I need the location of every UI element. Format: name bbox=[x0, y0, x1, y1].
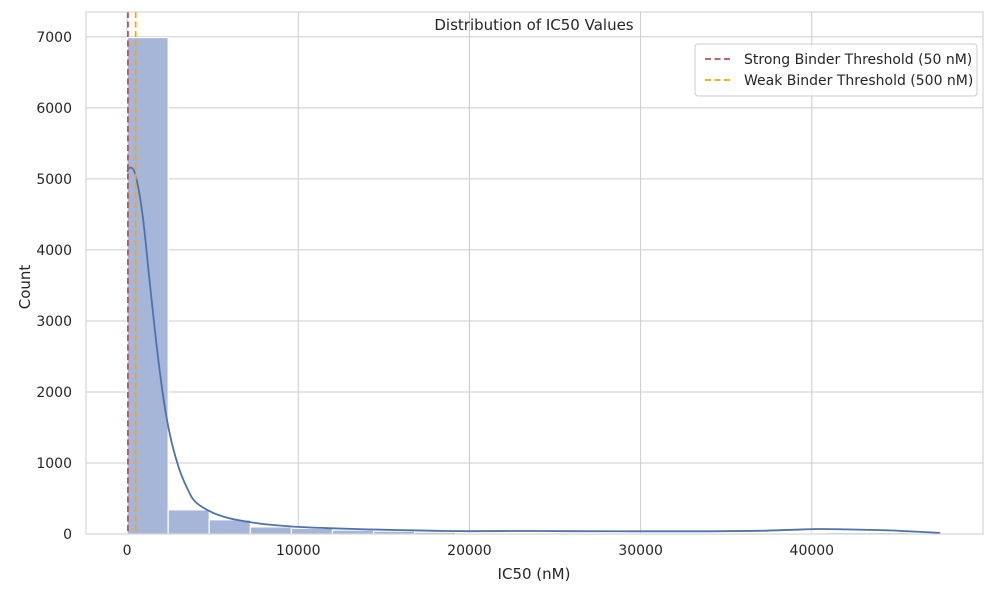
histogram-bar bbox=[290, 527, 334, 535]
y-tick-label: 2000 bbox=[36, 385, 72, 401]
threshold-layer bbox=[127, 12, 137, 534]
y-tick-label: 7000 bbox=[36, 30, 72, 46]
y-tick-label: 5000 bbox=[36, 172, 72, 188]
kde-curve bbox=[126, 166, 941, 534]
x-tick-label: 20000 bbox=[447, 543, 492, 559]
kde-layer bbox=[126, 166, 941, 534]
x-ticks: 0 10000 20000 30000 40000 bbox=[123, 543, 834, 559]
x-tick-label: 30000 bbox=[618, 543, 663, 559]
y-tick-label: 6000 bbox=[36, 101, 72, 117]
y-tick-label: 4000 bbox=[36, 243, 72, 259]
histogram-bar bbox=[249, 526, 293, 535]
chart-title: Distribution of IC50 Values bbox=[434, 16, 633, 34]
y-tick-label: 0 bbox=[63, 527, 72, 543]
legend-strong-label: Strong Binder Threshold (50 nM) bbox=[744, 52, 972, 68]
histogram-bar bbox=[126, 36, 169, 535]
x-tick-label: 10000 bbox=[276, 543, 321, 559]
legend-weak-label: Weak Binder Threshold (500 nM) bbox=[744, 73, 973, 89]
plot-frame bbox=[85, 11, 984, 535]
y-axis-title: Count bbox=[16, 265, 34, 310]
x-tick-label: 0 bbox=[123, 543, 132, 559]
legend-box bbox=[694, 43, 978, 97]
y-tick-label: 1000 bbox=[36, 456, 72, 472]
x-tick-label: 40000 bbox=[790, 543, 835, 559]
legend: Strong Binder Threshold (50 nM) Weak Bin… bbox=[694, 43, 978, 97]
x-axis-title: IC50 (nM) bbox=[498, 565, 571, 583]
y-tick-label: 3000 bbox=[36, 314, 72, 330]
histogram-bar bbox=[331, 529, 375, 535]
y-ticks: 0 1000 2000 3000 4000 5000 6000 7000 bbox=[36, 30, 72, 543]
histogram-bar bbox=[167, 509, 210, 535]
bars-layer bbox=[126, 36, 950, 535]
